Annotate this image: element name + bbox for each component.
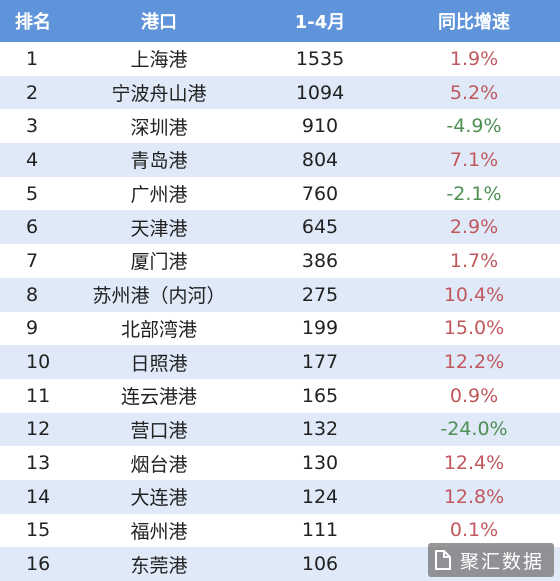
rank-cell: 4	[26, 148, 39, 171]
port-cell: 深圳港	[130, 116, 188, 139]
growth-cell: -24.0%	[440, 418, 508, 441]
port-cell: 烟台港	[130, 453, 188, 476]
rank-cell: 9	[26, 317, 39, 340]
value-cell: 165	[301, 384, 339, 407]
port-cell: 连云港港	[120, 386, 197, 409]
value-cell: 1535	[295, 47, 345, 70]
rank-cell: 2	[26, 81, 39, 104]
value-cell: 386	[301, 249, 339, 272]
port-cell: 日照港	[130, 352, 188, 375]
table-row: 4 青岛港 804 7.1%	[0, 143, 560, 177]
port-cell: 东莞港	[130, 554, 188, 577]
rank-cell: 16	[26, 553, 51, 576]
rank-cell: 7	[26, 249, 39, 272]
table-row: 2 宁波舟山港 1094 5.2%	[0, 75, 560, 110]
table-row: 5 广州港 760 -2.1%	[0, 176, 560, 211]
table-row: 1 上海港 1535 1.9%	[0, 42, 560, 76]
table-row: 13 烟台港 130 12.4%	[0, 446, 560, 480]
growth-cell: 7.1%	[449, 148, 499, 171]
growth-cell: 15.0%	[443, 317, 505, 340]
table-row: 8 苏州港（内河） 275 10.4%	[0, 277, 560, 312]
growth-cell: 1.7%	[449, 249, 499, 272]
header-port: 港口	[141, 12, 177, 33]
growth-cell: 5.2%	[449, 81, 499, 104]
growth-cell: 2.9%	[449, 216, 499, 239]
growth-cell: 12.8%	[443, 485, 505, 508]
value-cell: 124	[301, 485, 339, 508]
header-jan-apr: 1-4月	[294, 12, 346, 33]
port-cell: 福州港	[130, 520, 188, 543]
rank-cell: 15	[26, 519, 51, 542]
port-cell: 上海港	[130, 49, 188, 72]
port-cell: 大连港	[130, 487, 188, 510]
value-cell: 106	[301, 553, 339, 576]
port-cell: 青岛港	[130, 150, 188, 173]
table-row: 7 厦门港 386 1.7%	[0, 244, 560, 278]
port-cell: 广州港	[130, 184, 188, 207]
port-cell: 宁波舟山港	[111, 83, 207, 106]
header-yoy-growth: 同比增速	[438, 12, 510, 33]
table-row: 10 日照港 177 12.2%	[0, 345, 560, 379]
table-row: 12 营口港 132 -24.0%	[0, 412, 560, 447]
growth-cell: -4.9%	[446, 115, 502, 138]
value-cell: 177	[301, 351, 339, 374]
growth-cell: 1.9%	[449, 47, 499, 70]
growth-cell: 0.9%	[449, 384, 499, 407]
port-cell: 天津港	[130, 217, 188, 240]
table-row: 15 福州港 111 0.1%	[0, 513, 560, 548]
rank-cell: 3	[26, 115, 39, 138]
rank-cell: 5	[26, 182, 39, 205]
value-cell: 130	[301, 452, 339, 475]
port-cell: 苏州港（内河）	[92, 285, 226, 308]
value-cell: 132	[301, 418, 339, 441]
value-cell: 1094	[295, 81, 345, 104]
value-cell: 804	[301, 148, 339, 171]
growth-cell: 10.4%	[443, 283, 505, 306]
rank-cell: 1	[26, 47, 39, 70]
port-cell: 厦门港	[130, 251, 188, 274]
rank-cell: 8	[26, 283, 39, 306]
rank-cell: 6	[26, 216, 39, 239]
value-cell: 199	[301, 317, 339, 340]
table-row: 6 天津港 645 2.9%	[0, 210, 560, 245]
value-cell: 760	[301, 182, 339, 205]
value-cell: 275	[301, 283, 339, 306]
table-row: 14 大连港 124 12.8%	[0, 479, 560, 514]
port-cell: 北部湾港	[120, 318, 197, 341]
rank-cell: 11	[26, 384, 51, 407]
table-body: 1 上海港 1535 1.9% 2 宁波舟山港 1094 5.2% 3 深圳港 910 -4.9% 4 青…	[0, 42, 560, 581]
rank-cell: 13	[26, 452, 51, 475]
table-row: 9 北部湾港 199 15.0%	[0, 311, 560, 346]
watermark-text: 聚汇数据	[459, 550, 544, 573]
header-rank: 排名	[15, 12, 51, 33]
rank-cell: 14	[26, 485, 51, 508]
table-row: 3 深圳港 910 -4.9%	[0, 109, 560, 144]
value-cell: 111	[301, 519, 339, 542]
growth-cell: -2.1%	[446, 182, 502, 205]
watermark: 聚汇数据	[427, 543, 554, 577]
growth-cell: 12.2%	[443, 351, 505, 374]
value-cell: 910	[301, 115, 339, 138]
watermark-logo-icon	[434, 550, 451, 570]
growth-cell: 12.4%	[443, 452, 505, 475]
rank-cell: 10	[26, 351, 51, 374]
rank-cell: 12	[26, 418, 51, 441]
table-row: 11 连云港港 165 0.9%	[0, 378, 560, 413]
port-cell: 营口港	[130, 419, 188, 442]
table-header: 排名 港口 1-4月 同比增速	[0, 0, 560, 42]
value-cell: 645	[301, 216, 339, 239]
growth-cell: 0.1%	[449, 519, 499, 542]
